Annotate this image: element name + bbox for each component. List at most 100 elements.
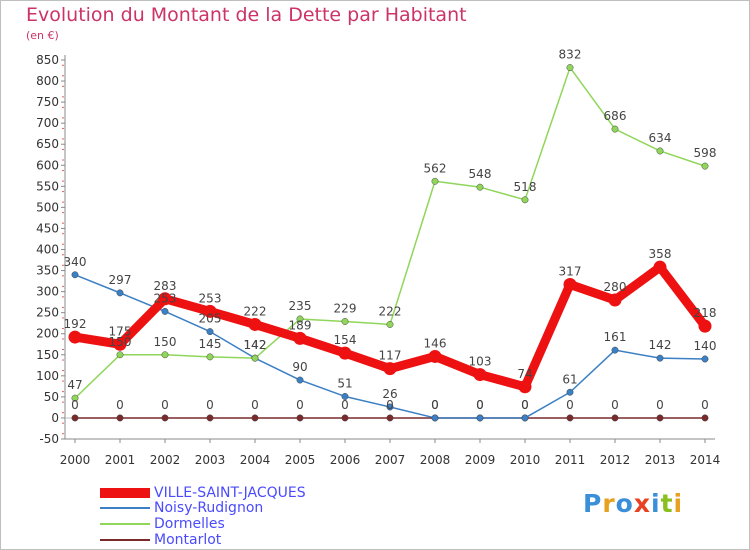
- data-label-montarlot: 0: [341, 398, 349, 412]
- data-point-montarlot: [71, 414, 79, 422]
- y-tick-label: 0: [51, 411, 59, 425]
- data-point-noisy-rudignon: [521, 414, 529, 422]
- data-label-montarlot: 0: [206, 398, 214, 412]
- data-label-noisy-rudignon: 26: [382, 387, 397, 401]
- data-label-dormelles: 548: [469, 167, 492, 181]
- x-axis: 2000 2001 2002 2003 2004 2005 2006 2007 2008 2009…: [60, 438, 721, 467]
- data-label-noisy-rudignon: 51: [337, 376, 352, 390]
- x-tick-label: 2014: [690, 453, 721, 467]
- data-label-noisy-rudignon: 61: [562, 372, 577, 386]
- data-point-dormelles: [611, 125, 619, 133]
- data-label-noisy-rudignon: 253: [154, 291, 177, 305]
- data-point-ville-saint-jacques: [293, 331, 307, 345]
- data-point-dormelles: [431, 177, 439, 185]
- logo-letter: x: [633, 489, 651, 518]
- data-label-ville-saint-jacques: 218: [694, 306, 717, 320]
- chart-unit: (en €): [26, 29, 59, 42]
- data-point-montarlot: [251, 414, 259, 422]
- legend-swatch: [100, 539, 150, 541]
- legend-label: Dormelles: [154, 516, 225, 532]
- x-tick-label: 2001: [105, 453, 136, 467]
- data-point-ville-saint-jacques: [158, 292, 172, 306]
- data-point-montarlot: [386, 414, 394, 422]
- y-axis: -50 0 50 100 150 200 250 300 350 400 450 500 550 600 6…: [36, 53, 707, 446]
- y-tick-label: 250: [36, 306, 59, 320]
- data-point-ville-saint-jacques: [653, 260, 667, 274]
- data-point-dormelles: [386, 321, 394, 328]
- x-tick-label: 2006: [330, 453, 361, 467]
- data-point-dormelles: [656, 147, 664, 155]
- x-tick-label: 2009: [465, 453, 496, 467]
- data-label-montarlot: 0: [566, 398, 574, 412]
- data-point-noisy-rudignon: [71, 271, 79, 279]
- data-label-ville-saint-jacques: 317: [559, 264, 582, 278]
- legend-label: VILLE-SAINT-JACQUES: [154, 485, 306, 501]
- data-point-montarlot: [611, 414, 619, 422]
- data-point-dormelles: [566, 64, 574, 72]
- data-point-noisy-rudignon: [476, 414, 484, 422]
- legend-item-montarlot: Montarlot: [100, 532, 221, 548]
- data-label-noisy-rudignon: 161: [604, 330, 627, 344]
- data-point-dormelles: [521, 196, 529, 204]
- data-label-montarlot: 0: [431, 398, 439, 412]
- legend-item-dormelles: Dormelles: [100, 516, 225, 532]
- legend-swatch: [100, 488, 150, 498]
- data-label-ville-saint-jacques: 253: [199, 291, 222, 305]
- data-label-ville-saint-jacques: 74: [517, 367, 532, 381]
- logo-letter: t: [660, 489, 674, 518]
- data-point-dormelles: [476, 183, 484, 191]
- data-point-ville-saint-jacques: [608, 293, 622, 307]
- data-label-dormelles: 145: [199, 337, 222, 351]
- logo-letter: r: [602, 489, 616, 518]
- data-point-montarlot: [656, 414, 664, 422]
- x-tick-label: 2011: [555, 453, 586, 467]
- data-label-ville-saint-jacques: 358: [649, 247, 672, 261]
- data-label-noisy-rudignon: 205: [199, 312, 222, 326]
- legend-label: Montarlot: [154, 532, 222, 548]
- data-point-ville-saint-jacques: [203, 304, 217, 318]
- x-tick-label: 2007: [375, 453, 406, 467]
- data-label-dormelles: 562: [424, 161, 447, 175]
- data-label-montarlot: 0: [521, 398, 529, 412]
- logo-letter: i: [651, 489, 661, 518]
- data-label-dormelles: 47: [67, 378, 82, 392]
- data-point-montarlot: [116, 414, 124, 422]
- x-tick-label: 2013: [645, 453, 676, 467]
- data-point-ville-saint-jacques: [248, 317, 262, 331]
- data-label-noisy-rudignon: 0: [476, 398, 484, 412]
- data-label-noisy-rudignon: 90: [292, 360, 307, 374]
- y-tick-label: 50: [44, 390, 59, 404]
- data-label-dormelles: 598: [694, 146, 717, 160]
- y-tick-label: 150: [36, 348, 59, 362]
- data-point-noisy-rudignon: [701, 355, 709, 363]
- series-points: [68, 64, 712, 422]
- data-label-noisy-rudignon: 142: [244, 338, 267, 352]
- data-point-dormelles: [206, 353, 214, 361]
- y-tick-label: 500: [36, 200, 59, 214]
- data-label-ville-saint-jacques: 189: [289, 318, 312, 332]
- data-label-ville-saint-jacques: 103: [469, 355, 492, 369]
- data-label-noisy-rudignon: 297: [109, 273, 132, 287]
- data-label-montarlot: 0: [611, 398, 619, 412]
- x-tick-label: 2010: [510, 453, 541, 467]
- data-label-montarlot: 0: [476, 398, 484, 412]
- data-point-ville-saint-jacques: [518, 380, 532, 394]
- legend-item-noisy-rudignon: Noisy-Rudignon: [100, 500, 263, 516]
- data-point-ville-saint-jacques: [113, 337, 127, 351]
- data-point-ville-saint-jacques: [473, 368, 487, 382]
- data-label-dormelles: 518: [514, 180, 537, 194]
- data-label-dormelles: 229: [334, 302, 357, 316]
- y-tick-label: 700: [36, 116, 59, 130]
- data-point-montarlot: [341, 414, 349, 422]
- data-point-noisy-rudignon: [656, 354, 664, 362]
- legend-label: Noisy-Rudignon: [154, 500, 264, 516]
- y-tick-label: 550: [36, 179, 59, 193]
- x-tick-label: 2005: [285, 453, 316, 467]
- data-label-ville-saint-jacques: 192: [64, 317, 87, 331]
- x-tick-label: 2000: [60, 453, 91, 467]
- y-tick-label: 400: [36, 243, 59, 257]
- data-label-dormelles: 235: [289, 299, 312, 313]
- data-label-noisy-rudignon: 0: [431, 398, 439, 412]
- data-point-dormelles: [701, 162, 709, 170]
